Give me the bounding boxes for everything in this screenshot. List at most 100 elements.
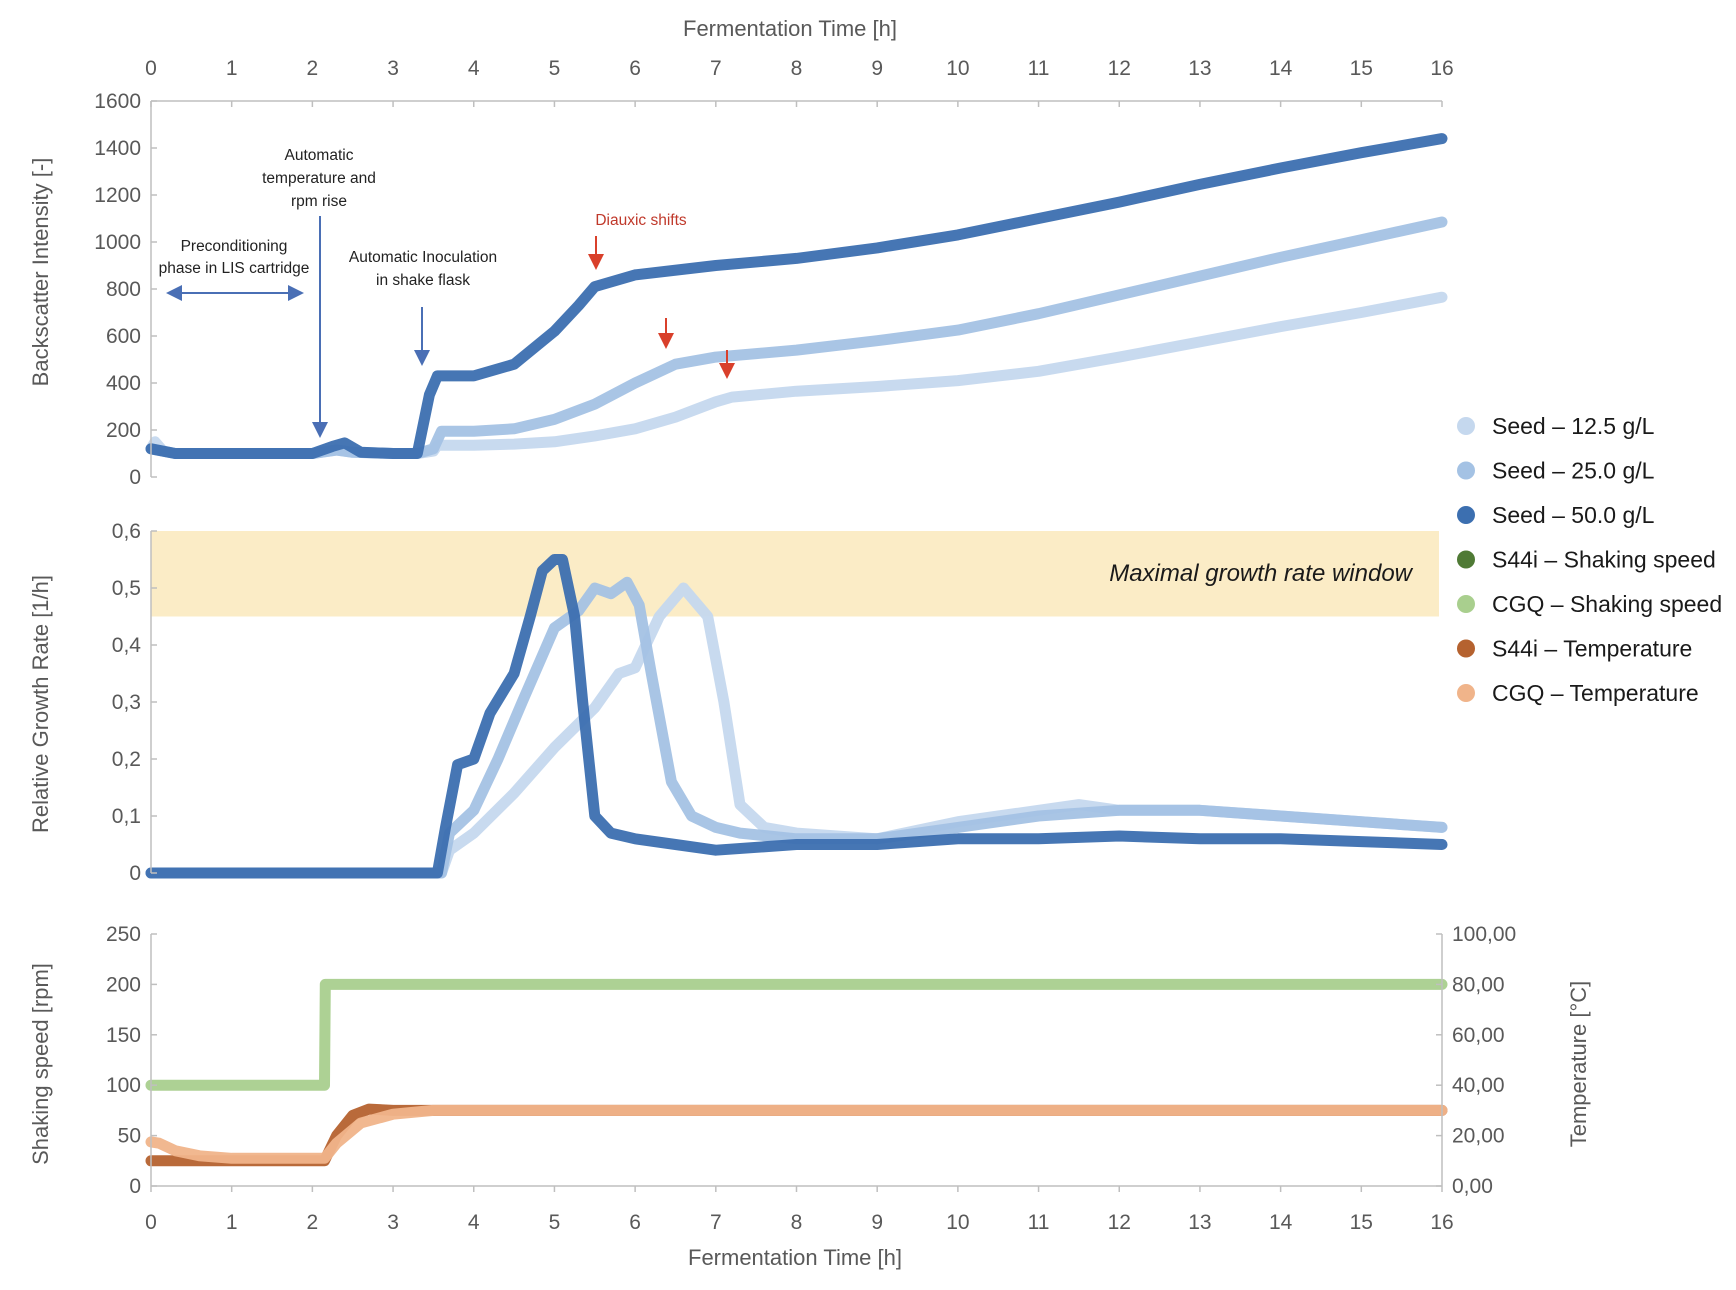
bottom-x-tick-label: 9 [871, 1211, 883, 1234]
legend-label-cgq-temperature: CGQ – Temperature [1492, 680, 1699, 706]
backscatter-series-seed-12-5-g-l [145, 291, 1448, 459]
bottom-x-tick-label: 14 [1269, 1211, 1293, 1234]
bottom-x-tick-label: 4 [468, 1211, 480, 1234]
top-x-tick-label: 8 [791, 57, 803, 80]
annotation-diauxic-label: Diauxic shifts [595, 212, 687, 229]
top-x-axis-title: Fermentation Time [h] [683, 16, 897, 41]
top-x-tick-label: 2 [307, 57, 319, 80]
top-x-tick-label: 4 [468, 57, 480, 80]
top-x-tick-label: 7 [710, 57, 722, 80]
preconditioning-arrow-left-head [166, 285, 182, 301]
annotation-inoculation-line-1: Automatic Inoculation [349, 249, 497, 266]
growth-rate-y-tick-label: 0,4 [112, 634, 142, 657]
legend-marker-seed-25-0-g-l [1457, 461, 1475, 480]
legend-marker-s44i-shaking-speed [1457, 550, 1475, 569]
bottom-x-axis-title: Fermentation Time [h] [688, 1245, 902, 1270]
shaking-speed-y-tick-label: 200 [106, 973, 141, 996]
annotation-temperature-line-3: rpm rise [291, 193, 347, 210]
annotation-inoculation-line-2: in shake flask [376, 272, 470, 289]
top-x-tick-label: 5 [549, 57, 561, 80]
bottom-x-tick-label: 15 [1350, 1211, 1373, 1234]
backscatter-y-tick-label: 1400 [94, 137, 141, 160]
preconditioning-arrow-right-head [288, 285, 304, 301]
backscatter-y-tick-label: 600 [106, 325, 141, 348]
bottom-x-tick-label: 11 [1028, 1211, 1050, 1234]
annotation-preconditioning-line-2: phase in LIS cartridge [159, 260, 310, 277]
backscatter-series-seed-50-0-g-l [145, 133, 1448, 459]
growth-rate-y-tick-label: 0,6 [112, 520, 141, 543]
temperature-y-tick-label: 40,00 [1452, 1074, 1505, 1097]
diauxic-arrow-2-head [658, 333, 674, 349]
annotation-temperature-line-1: Automatic [285, 147, 354, 164]
legend-marker-cgq-temperature [1457, 684, 1475, 702]
temperature-y-tick-label: 100,00 [1452, 923, 1516, 946]
annotation-preconditioning: Preconditioning phase in LIS cartridge [159, 238, 310, 301]
temperature-y-tick-label: 80,00 [1452, 973, 1505, 996]
top-x-tick-label: 14 [1269, 57, 1293, 80]
bottom-x-tick-label: 3 [387, 1211, 399, 1234]
legend-marker-s44i-temperature [1457, 639, 1475, 658]
growth-rate-y-axis-title: Relative Growth Rate [1/h] [28, 575, 53, 833]
backscatter-y-tick-label: 400 [106, 372, 141, 395]
top-x-tick-label: 16 [1430, 57, 1453, 80]
backscatter-y-tick-label: 800 [106, 278, 141, 301]
top-x-tick-label: 9 [871, 57, 883, 80]
temperature-y-tick-label: 60,00 [1452, 1024, 1505, 1047]
top-x-tick-label: 0 [145, 57, 157, 80]
legend: Seed – 12.5 g/L Seed – 25.0 g/L Seed – 50.… [1457, 413, 1722, 706]
backscatter-y-axis-title: Backscatter Intensity [-] [28, 158, 53, 387]
growth-rate-panel: Maximal growth rate window 0 0,1 0,2 0,3 0,4… [28, 520, 1448, 885]
annotation-preconditioning-line-1: Preconditioning [181, 238, 288, 255]
backscatter-y-tick-label: 200 [106, 419, 141, 442]
backscatter-y-tick-label: 0 [129, 466, 141, 489]
annotation-temperature-line-2: temperature and [262, 170, 376, 187]
bottom-x-tick-label: 5 [549, 1211, 561, 1234]
top-x-tick-label: 6 [629, 57, 641, 80]
bottom-x-tick-label: 2 [307, 1211, 319, 1234]
growth-rate-y-tick-label: 0,3 [112, 691, 141, 714]
legend-marker-cgq-shaking-speed [1457, 595, 1475, 613]
legend-label-seed-50-0-g-l: Seed – 50.0 g/L [1492, 502, 1655, 528]
top-x-tick-label: 1 [226, 57, 238, 80]
temperature-y-tick-label: 20,00 [1452, 1125, 1505, 1148]
bottom-x-tick-label: 0 [145, 1211, 157, 1234]
backscatter-panel: 0 1 2 3 4 5 6 7 8 9 10 11 12 13 14 15 160200400600800100… [28, 57, 1454, 489]
legend-label-s44i-temperature: S44i – Temperature [1492, 636, 1692, 662]
annotation-diauxic-shifts: Diauxic shifts [588, 212, 735, 379]
process-series-cgq-temperature [145, 1104, 1448, 1164]
maximal-growth-rate-window-label: Maximal growth rate window [1109, 560, 1413, 587]
growth-rate-series-seed-12-5-g-l [145, 582, 1448, 879]
shaking-speed-y-axis-title: Shaking speed [rpm] [28, 963, 53, 1165]
growth-rate-y-tick-label: 0,1 [112, 805, 141, 828]
maximal-growth-rate-window [151, 531, 1439, 617]
top-x-tick-label: 12 [1108, 57, 1131, 80]
bottom-x-tick-label: 8 [791, 1211, 803, 1234]
temperature-rise-arrow-head [312, 422, 328, 438]
shaking-speed-y-tick-label: 50 [118, 1125, 141, 1148]
backscatter-y-tick-label: 1000 [94, 231, 141, 254]
inoculation-arrow-head [414, 350, 430, 366]
growth-rate-y-tick-label: 0,2 [112, 748, 141, 771]
diauxic-arrow-3-head [719, 363, 735, 379]
top-x-tick-label: 10 [946, 57, 969, 80]
top-x-tick-label: 3 [387, 57, 399, 80]
top-x-tick-label: 15 [1350, 57, 1373, 80]
shaking-speed-y-tick-label: 150 [106, 1024, 141, 1047]
legend-marker-seed-12-5-g-l [1457, 417, 1475, 435]
process-series-cgq-shaking-speed [145, 978, 1448, 1091]
bottom-x-tick-label: 12 [1108, 1211, 1131, 1234]
temperature-y-axis-title: Temperature [°C] [1566, 981, 1591, 1148]
growth-rate-series-seed-50-0-g-l [145, 554, 1448, 879]
bottom-x-tick-label: 1 [226, 1211, 238, 1234]
annotation-inoculation: Automatic Inoculation in shake flask [349, 249, 497, 366]
growth-rate-series-seed-25-0-g-l [145, 576, 1448, 879]
backscatter-series-seed-25-0-g-l [145, 216, 1448, 459]
shaking-speed-y-tick-label: 0 [129, 1175, 141, 1198]
growth-rate-y-tick-label: 0 [129, 862, 141, 885]
legend-label-seed-25-0-g-l: Seed – 25.0 g/L [1492, 458, 1655, 484]
bottom-x-tick-label: 13 [1188, 1211, 1211, 1234]
legend-marker-seed-50-0-g-l [1457, 506, 1475, 524]
top-x-tick-label: 13 [1188, 57, 1211, 80]
shaking-speed-y-tick-label: 100 [106, 1074, 141, 1097]
shaking-speed-y-tick-label: 250 [106, 923, 141, 946]
